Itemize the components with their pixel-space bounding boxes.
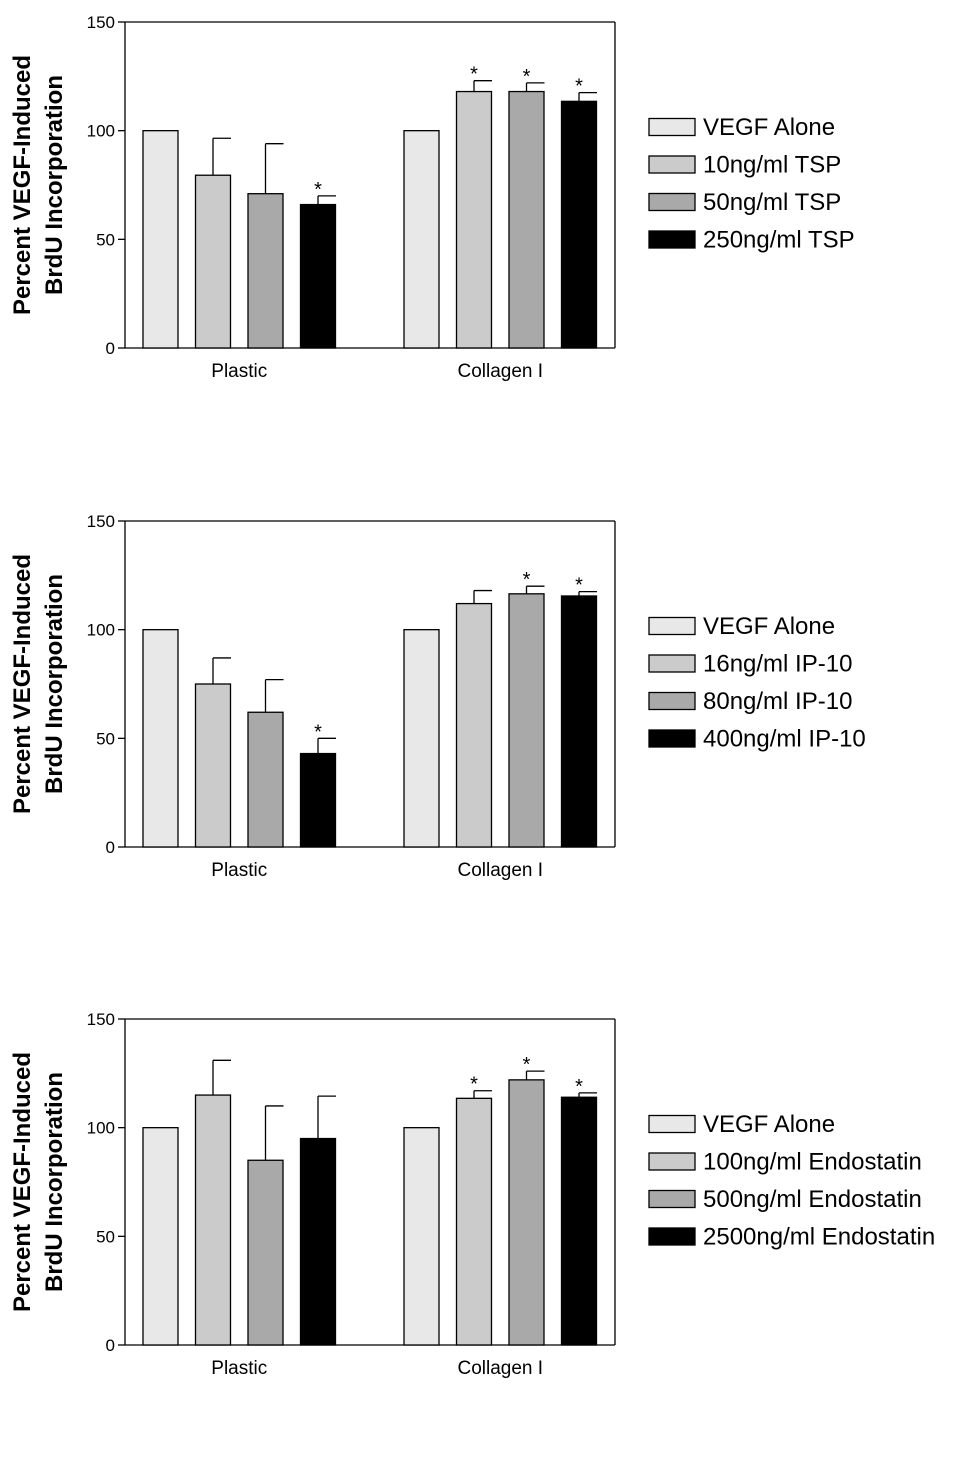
y-axis-label-line1: Percent VEGF-Induced: [9, 1052, 36, 1312]
chart-panel-endostatin: 0 50 100 150 Percent VEGF-Induced BrdU Incorp…: [0, 997, 957, 1457]
significance-star: *: [575, 76, 583, 98]
bar: [247, 193, 284, 349]
y-axis-label-line1: Percent VEGF-Induced: [9, 55, 36, 315]
significance-star: *: [314, 179, 322, 201]
category-label: Plastic: [211, 1358, 267, 1379]
y-tick-label: 150: [87, 13, 115, 32]
chart-panel-ip10: 0 50 100 150 Percent VEGF-Induced BrdU Incorp…: [0, 499, 957, 959]
legend-swatch: [648, 1189, 696, 1209]
bar: [247, 711, 284, 848]
significance-star: *: [523, 1054, 531, 1076]
legend-label: VEGF Alone: [703, 613, 835, 640]
bar: [560, 1096, 598, 1346]
significance-star: *: [575, 575, 583, 597]
chart-panel-tsp: 0 50 100 150 Percent VEGF-Induced BrdU Incorp…: [0, 0, 957, 460]
legend-label: 400ng/ml IP-10: [703, 726, 866, 753]
y-tick-label: 150: [87, 512, 115, 531]
legend-swatch: [648, 230, 696, 249]
legend-label: 500ng/ml Endostatin: [703, 1186, 922, 1213]
legend-swatch: [648, 117, 696, 137]
y-axis-label-line2: BrdU Incorporation: [41, 75, 68, 295]
legend-swatch: [648, 654, 696, 673]
bar: [247, 1159, 284, 1346]
bar: [508, 90, 545, 349]
y-tick-label: 0: [106, 838, 115, 857]
bar: [142, 629, 179, 848]
category-label: Plastic: [211, 860, 267, 881]
bar: [403, 1127, 440, 1346]
category-label: Collagen I: [457, 361, 543, 382]
legend-swatch: [648, 1114, 696, 1134]
bar: [299, 752, 337, 848]
legend-label: 250ng/ml TSP: [703, 227, 855, 254]
legend-label: 100ng/ml Endostatin: [703, 1149, 922, 1176]
chart-svg: 0 50 100 150 Percent VEGF-Induced BrdU Incorp…: [9, 1010, 935, 1379]
significance-star: *: [523, 66, 531, 88]
significance-star: *: [575, 1076, 583, 1098]
bar: [194, 174, 232, 349]
legend-label: 80ng/ml IP-10: [703, 688, 852, 715]
y-axis-label-line2: BrdU Incorporation: [41, 1072, 68, 1292]
legend-swatch: [648, 691, 696, 711]
bar: [560, 595, 598, 848]
legend-swatch: [648, 616, 696, 636]
legend-swatch: [648, 192, 696, 212]
bar: [455, 90, 493, 349]
chart-svg: 0 50 100 150 Percent VEGF-Induced BrdU Incorp…: [9, 512, 866, 881]
category-label: Plastic: [211, 361, 267, 382]
bar: [455, 1097, 493, 1346]
y-axis-label-line2: BrdU Incorporation: [41, 574, 68, 794]
bar: [142, 130, 179, 349]
y-tick-label: 150: [87, 1010, 115, 1029]
legend-swatch: [648, 729, 696, 748]
bar: [508, 593, 545, 848]
bar: [508, 1079, 545, 1346]
bar: [299, 1137, 337, 1346]
bar: [455, 602, 493, 848]
legend-swatch: [648, 1152, 696, 1171]
chart-svg: 0 50 100 150 Percent VEGF-Induced BrdU Incorp…: [9, 13, 855, 382]
legend-label: 16ng/ml IP-10: [703, 651, 852, 678]
bar: [142, 1127, 179, 1346]
legend-label: 2500ng/ml Endostatin: [703, 1224, 935, 1251]
bar: [560, 100, 598, 349]
y-tick-label: 50: [96, 729, 115, 748]
y-tick-label: 0: [106, 339, 115, 358]
legend-label: VEGF Alone: [703, 1111, 835, 1138]
significance-star: *: [470, 64, 478, 86]
category-label: Collagen I: [457, 1358, 543, 1379]
significance-star: *: [470, 1074, 478, 1096]
significance-star: *: [523, 569, 531, 591]
legend-label: 10ng/ml TSP: [703, 152, 841, 179]
y-tick-label: 50: [96, 230, 115, 249]
category-label: Collagen I: [457, 860, 543, 881]
y-axis-label-line1: Percent VEGF-Induced: [9, 554, 36, 814]
legend-label: VEGF Alone: [703, 114, 835, 141]
bar: [194, 1094, 232, 1346]
y-tick-label: 100: [87, 1119, 115, 1138]
bar: [403, 629, 440, 848]
legend-label: 50ng/ml TSP: [703, 189, 841, 216]
y-tick-label: 100: [87, 122, 115, 141]
legend-swatch: [648, 1227, 696, 1246]
y-tick-label: 0: [106, 1336, 115, 1355]
bar: [194, 683, 232, 848]
y-tick-label: 100: [87, 621, 115, 640]
bar: [403, 130, 440, 349]
bar: [299, 203, 337, 349]
legend-swatch: [648, 155, 696, 174]
y-tick-label: 50: [96, 1227, 115, 1246]
significance-star: *: [314, 721, 322, 743]
